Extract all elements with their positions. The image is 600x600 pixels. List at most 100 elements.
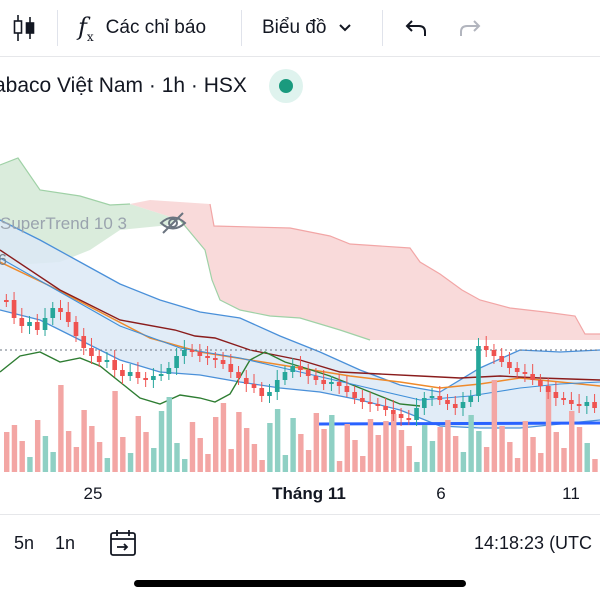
range-5d-button[interactable]: 5n	[14, 532, 35, 553]
volume-bar	[182, 459, 188, 472]
time-tick: 25	[83, 484, 103, 503]
market-status-badge[interactable]	[268, 69, 303, 103]
candle-body	[220, 360, 226, 364]
candle-body	[182, 350, 187, 356]
volume-bar	[530, 437, 536, 472]
candle-body	[104, 360, 110, 362]
candle-body	[73, 322, 79, 336]
range-1d-button[interactable]: 1n	[55, 532, 76, 553]
eye-off-icon[interactable]	[158, 210, 188, 241]
volume-bar	[313, 413, 320, 472]
volume-bar	[11, 425, 18, 472]
time-tick: 6	[436, 484, 446, 503]
candle-body	[197, 352, 203, 356]
volume-bar	[42, 436, 49, 472]
candle-body	[58, 308, 63, 312]
volume-bar	[112, 391, 118, 472]
candle-body	[344, 386, 350, 392]
volume-bar	[205, 454, 211, 472]
redo-icon[interactable]	[458, 0, 482, 56]
indicators-button[interactable]: fx Các chỉ báo	[78, 0, 206, 56]
goto-date-icon[interactable]	[108, 515, 140, 571]
undo-icon[interactable]	[404, 0, 428, 56]
candle-body	[290, 366, 296, 372]
candle-body	[158, 374, 164, 376]
candle-body	[421, 398, 427, 408]
candle-body	[514, 368, 520, 372]
volume-bars	[4, 380, 598, 472]
volume-bar	[19, 441, 25, 472]
volume-bar	[360, 456, 366, 472]
candle-body	[65, 312, 71, 322]
volume-bar	[383, 421, 389, 472]
volume-bar	[212, 417, 219, 472]
candle-body	[243, 378, 249, 384]
volume-bar	[460, 452, 467, 472]
clock-timezone[interactable]: 14:18:23 (UTC	[474, 532, 593, 553]
candle-body	[298, 366, 303, 370]
candle-body	[483, 346, 489, 350]
volume-bar	[483, 447, 490, 472]
symbol-title[interactable]: abaco Việt Nam · 1h · HSX	[0, 74, 247, 97]
volume-bar	[236, 412, 242, 472]
candle-body	[112, 360, 118, 370]
volume-bar	[81, 410, 87, 472]
price-chart[interactable]	[0, 106, 600, 476]
candle-body	[236, 372, 241, 378]
candle-body	[151, 376, 156, 380]
candle-body	[267, 392, 272, 396]
candle-body	[476, 346, 481, 396]
supertrend-indicator-label[interactable]: SuperTrend 10 3	[0, 214, 127, 233]
volume-bar	[298, 434, 304, 472]
volume-bar	[135, 416, 142, 472]
candle-body	[452, 404, 458, 408]
volume-bar	[375, 435, 381, 472]
candles-icon[interactable]	[12, 0, 36, 56]
candle-body	[445, 400, 450, 404]
candle-body	[460, 402, 466, 408]
volume-bar	[514, 458, 521, 472]
candle-body	[569, 400, 574, 404]
candle-body	[212, 358, 218, 360]
volume-bar	[344, 424, 350, 472]
volume-bar	[290, 418, 296, 472]
candle-body	[360, 398, 365, 402]
candle-body	[414, 408, 419, 420]
indicator-side-value: 6	[0, 252, 7, 269]
volume-bar	[65, 431, 72, 472]
candle-body	[545, 386, 551, 392]
chart-type-button[interactable]: Biểu đồ	[262, 0, 352, 56]
volume-bar	[429, 441, 436, 472]
volume-bar	[329, 415, 335, 472]
candle-body	[34, 322, 40, 330]
volume-bar	[414, 462, 420, 472]
volume-bar	[367, 419, 374, 472]
candle-body	[135, 372, 141, 378]
volume-bar	[437, 427, 443, 472]
candle-body	[530, 374, 535, 380]
volume-bar	[561, 448, 567, 472]
candle-body	[491, 350, 497, 356]
volume-bar	[104, 458, 111, 472]
fx-icon: fx	[78, 12, 94, 44]
candle-body	[127, 372, 133, 376]
volume-bar	[538, 453, 544, 472]
candle-body	[120, 370, 125, 376]
volume-bar	[468, 415, 474, 472]
volume-bar	[305, 450, 312, 472]
chart-type-label: Biểu đồ	[262, 17, 327, 38]
symbol-legend: abaco Việt Nam · 1h · HSX	[0, 66, 600, 106]
candle-body	[42, 318, 48, 330]
volume-bar	[158, 411, 165, 472]
candle-body	[437, 396, 443, 400]
volume-bar	[243, 428, 250, 472]
candle-body	[329, 382, 334, 384]
candle-body	[50, 308, 56, 318]
volume-bar	[576, 427, 583, 472]
volume-bar	[228, 449, 234, 472]
volume-bar	[445, 420, 451, 472]
volume-bar	[491, 380, 498, 472]
volume-bar	[120, 437, 126, 472]
volume-bar	[336, 461, 343, 472]
volume-bar	[545, 386, 552, 472]
